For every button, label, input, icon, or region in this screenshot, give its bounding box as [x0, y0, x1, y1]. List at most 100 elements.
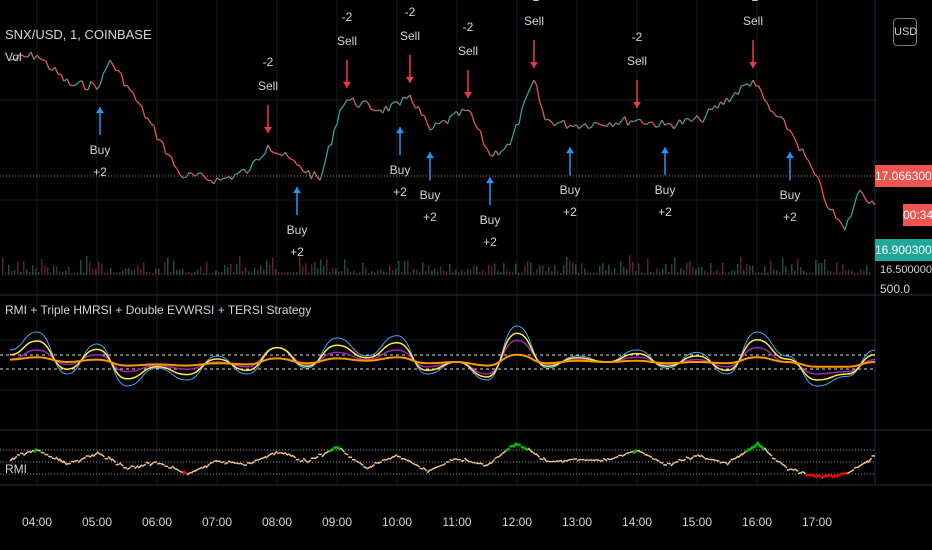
rmi-line [370, 464, 375, 469]
volume-bar [824, 259, 826, 275]
volume-bar [653, 272, 655, 275]
volume-bar [377, 270, 379, 275]
indicator-title[interactable]: RMI + Triple HMRSI + Double EVWRSI + TER… [5, 303, 312, 317]
candle [509, 135, 514, 146]
volume-bar [395, 268, 397, 275]
volume-bar [239, 255, 241, 275]
sell-arrow-head [264, 126, 272, 133]
volume-bar [260, 265, 262, 275]
candle [438, 120, 443, 125]
rmi-line [426, 468, 432, 474]
volume-bar [767, 272, 769, 275]
volume-bar [725, 272, 727, 275]
rmi-line [606, 457, 611, 461]
volume-bar [188, 272, 190, 275]
rmi-line [711, 458, 716, 462]
rmi-line [392, 454, 398, 458]
volume-bar [11, 271, 13, 275]
candle [264, 144, 269, 154]
rmi-line [231, 461, 237, 465]
rmi-line [790, 468, 795, 471]
volume-bar [683, 270, 685, 275]
signal-qty: +2 [93, 165, 107, 180]
candle [339, 105, 345, 111]
candle [373, 109, 378, 112]
signal-sell [264, 104, 272, 133]
rmi-line [23, 452, 28, 457]
rmi-line [539, 457, 544, 461]
volume-bar [743, 270, 745, 275]
candle [696, 115, 701, 121]
rmi-line [558, 459, 563, 463]
candle [185, 172, 190, 178]
buy-arrow-head [486, 177, 494, 184]
rmi-line [674, 460, 679, 464]
rmi-line [160, 462, 165, 466]
volume-bar [278, 271, 280, 275]
candle [479, 130, 485, 145]
candle [18, 53, 23, 56]
signal-qty: +2 [393, 185, 407, 200]
candle [741, 84, 745, 87]
rmi-line [468, 460, 473, 463]
candle [470, 112, 475, 123]
candle [544, 118, 549, 121]
rmi-line [89, 453, 94, 459]
candle [603, 124, 607, 128]
rmi-line [137, 464, 143, 469]
candle [588, 126, 592, 130]
rmi-line [621, 453, 627, 457]
rmi-line [479, 462, 484, 465]
candle [54, 66, 59, 75]
currency-button[interactable]: USD [893, 18, 917, 46]
candle [194, 172, 199, 177]
candle [204, 176, 209, 181]
volume-bar [695, 269, 697, 275]
candle [237, 170, 242, 174]
candle [296, 164, 301, 167]
candle [188, 171, 193, 175]
volume-bar [773, 269, 775, 275]
rmi-line [437, 464, 443, 468]
symbol-title[interactable]: SNX/USD, 1, COINBASE [5, 27, 152, 42]
rmi-line [857, 464, 862, 469]
volume-bar [671, 263, 673, 275]
candle [643, 122, 647, 126]
volume-bar [539, 265, 541, 275]
candle [90, 80, 95, 85]
rmi-line [565, 459, 570, 462]
candle [441, 119, 445, 122]
candle [775, 115, 779, 118]
volume-bar [812, 272, 814, 275]
bid-price-tag: 16.90030000 [875, 239, 932, 261]
volume-bar [425, 271, 427, 275]
rmi-line [291, 454, 297, 459]
rmi-line [798, 471, 803, 475]
candle [346, 99, 351, 102]
candle [811, 167, 816, 176]
volume-bar [605, 270, 607, 275]
rmi-line [179, 470, 184, 474]
rmi-line [272, 450, 278, 456]
volume-bar [206, 261, 208, 275]
candle [99, 73, 104, 86]
rmi-line [678, 458, 683, 462]
rmi-line [625, 451, 630, 455]
tersi-line [9, 353, 876, 368]
volume-bar [101, 263, 103, 275]
volume-bar [182, 268, 184, 275]
volume-bar [104, 272, 106, 275]
volume-bar [275, 268, 277, 275]
candle [30, 51, 35, 60]
rmi-line [670, 462, 675, 467]
volume-bar [497, 270, 499, 275]
volume-bar [326, 259, 328, 275]
candle [293, 159, 298, 166]
candle [597, 122, 601, 126]
time-axis-tick: 07:00 [201, 515, 233, 529]
rmi-line [385, 457, 390, 461]
volume-bar [455, 269, 457, 275]
volume-bar [392, 269, 394, 275]
volume-bar [500, 272, 502, 275]
